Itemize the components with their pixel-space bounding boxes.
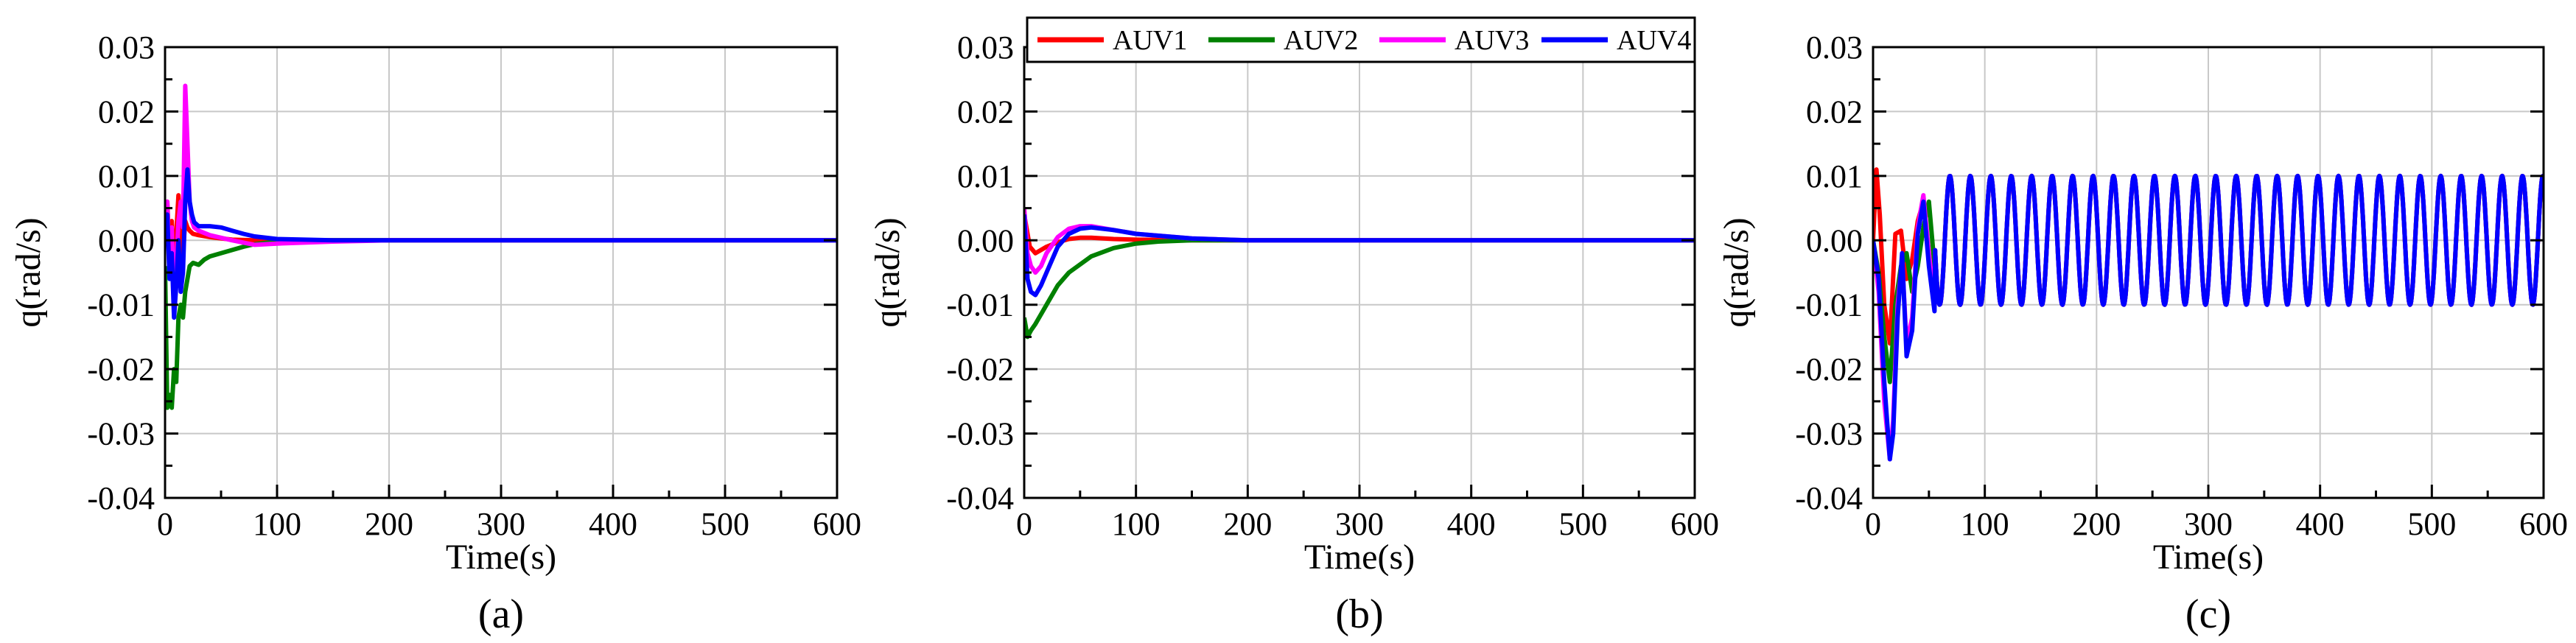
y-tick-label: -0.01 [87,287,155,323]
y-tick-label: -0.04 [87,480,155,516]
x-axis-title: Time(s) [2153,538,2264,577]
y-tick-label: 0.01 [98,158,155,194]
x-tick-label: 500 [2407,506,2456,542]
x-tick-label: 100 [1961,506,2009,542]
x-tick-label: 200 [1223,506,1272,542]
x-tick-label: 500 [701,506,749,542]
y-tick-label: -0.02 [946,351,1014,387]
x-tick-label: 0 [157,506,173,542]
y-tick-label: 0.00 [957,222,1014,259]
panel-label: (a) [478,591,524,637]
y-tick-label: -0.01 [1795,287,1863,323]
x-tick-label: 500 [1558,506,1607,542]
y-tick-label: -0.02 [1795,351,1863,387]
series-line-auv4 [1024,214,1695,298]
x-tick-label: 0 [1865,506,1881,542]
legend-item-auv1: AUV1 [1037,25,1187,56]
gridlines [164,46,838,499]
y-tick-label: -0.03 [946,416,1014,452]
x-tick-label: 0 [1016,506,1032,542]
x-tick-label: 100 [1112,506,1161,542]
y-tick-label: -0.03 [1795,416,1863,452]
y-tick-label: -0.04 [946,480,1014,516]
x-tick-label: 400 [1447,506,1496,542]
legend-label: AUV4 [1617,25,1691,56]
legend-item-auv4: AUV4 [1541,25,1691,56]
series-group [1024,208,1695,340]
x-axis-title: Time(s) [446,538,556,577]
series-line-auv2 [165,238,837,410]
y-tick-label: 0.03 [98,29,155,66]
series-line-auv2 [1024,238,1695,340]
x-tick-label: 600 [1670,506,1719,542]
y-tick-label: 0.00 [1806,222,1863,259]
y-tick-label: -0.04 [1795,480,1863,516]
x-tick-label: 400 [2296,506,2345,542]
panel-label: (b) [1335,591,1383,637]
x-tick-label: 200 [365,506,413,542]
x-tick-label: 600 [813,506,861,542]
panel-label: (c) [2185,591,2231,637]
x-tick-label: 600 [2519,506,2568,542]
chart-panel-c: 0 100 200 300 400 500 600 0.03 0.02 0.01 0.00 -0.01… [1717,29,2568,637]
x-tick-label: 300 [2184,506,2233,542]
y-tick-label: 0.03 [1806,29,1863,66]
legend-label: AUV2 [1284,25,1358,56]
chart-panel-a: 0 100 200 300 400 500 600 0.03 0.02 0.01 0.00 -0.01… [9,29,861,637]
y-axis-title: q(rad/s) [1717,217,1756,327]
y-tick-label: -0.03 [87,416,155,452]
series-line-auv4 [165,167,837,320]
series-group [165,83,837,410]
x-tick-label: 300 [1335,506,1384,542]
series-group [1873,167,2544,462]
chart-panel-b: 0 100 200 300 400 500 600 0.03 0.02 0.01 0.00 -0.01… [868,16,1719,637]
y-tick-label: -0.02 [87,351,155,387]
y-tick-label: -0.01 [946,287,1014,323]
legend: AUV1 AUV2 AUV3 AUV4 [1026,16,1696,63]
x-tick-label: 100 [253,506,301,542]
legend-item-auv3: AUV3 [1379,25,1529,56]
y-tick-label: 0.02 [957,94,1014,130]
series-line-auv4 [1873,173,2544,462]
gridlines [1023,46,1695,499]
y-tick-label: 0.02 [1806,94,1863,130]
y-axis-title: q(rad/s) [868,217,907,327]
y-tick-label: 0.01 [957,158,1014,194]
x-tick-label: 200 [2072,506,2121,542]
y-tick-label: 0.02 [98,94,155,130]
legend-item-auv2: AUV2 [1208,25,1358,56]
y-tick-label: 0.00 [98,222,155,259]
y-tick-label: 0.01 [1806,158,1863,194]
x-tick-label: 400 [589,506,637,542]
x-axis-title: Time(s) [1304,538,1415,577]
legend-label: AUV1 [1113,25,1187,56]
x-tick-label: 300 [477,506,525,542]
y-tick-label: 0.03 [957,29,1014,66]
y-axis-title: q(rad/s) [9,217,48,327]
legend-label: AUV3 [1455,25,1529,56]
